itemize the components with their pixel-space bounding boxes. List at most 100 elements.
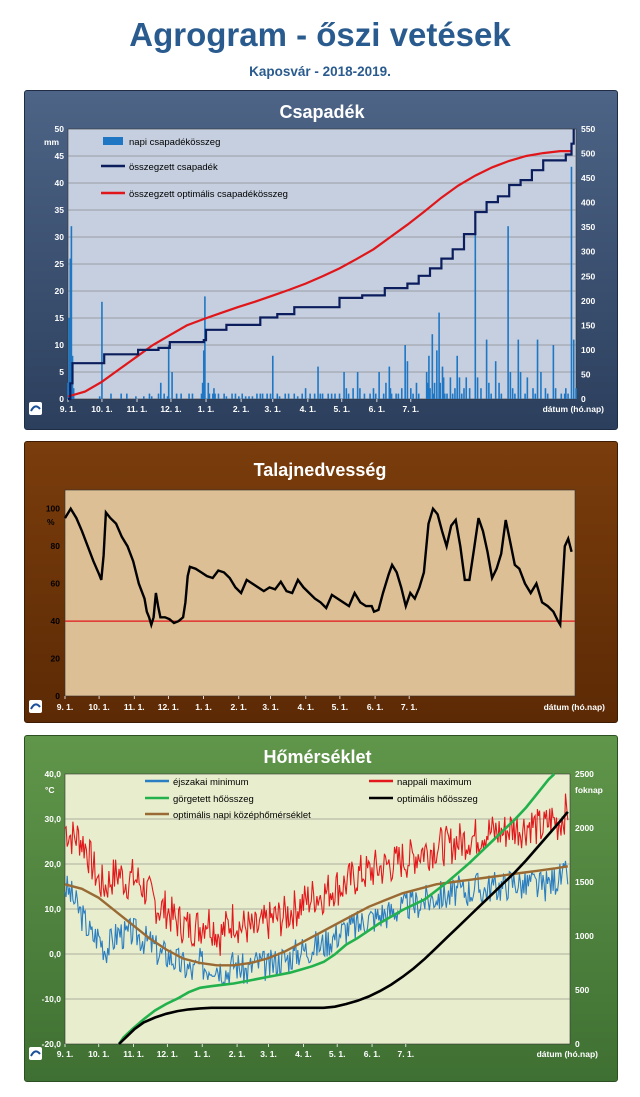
- y-tick-label: 50: [55, 124, 65, 134]
- optimal-sum-line: [118, 810, 569, 1045]
- precip-bar: [251, 396, 254, 399]
- precip-bar: [68, 318, 70, 399]
- precip-bar: [150, 396, 153, 399]
- precip-bar: [208, 393, 211, 399]
- logo-background: [29, 402, 42, 415]
- x-tick-label: 9. 1.: [57, 702, 74, 712]
- precip-bar: [500, 393, 503, 399]
- precip-bar: [110, 393, 112, 399]
- precip-bar: [238, 396, 240, 399]
- precip-bar: [389, 388, 392, 399]
- precip-bar: [454, 388, 456, 399]
- y2-tick-label: 2000: [575, 823, 594, 833]
- y-tick-label: 40: [51, 616, 61, 626]
- omsz-logo: [29, 402, 42, 415]
- x-tick-label: 5. 1.: [334, 404, 351, 414]
- precip-bar: [517, 339, 520, 399]
- y-tick-label: 35: [55, 205, 65, 215]
- precip-bar: [417, 393, 420, 399]
- precip-bar: [563, 393, 566, 399]
- precip-bar: [485, 339, 488, 399]
- precip-bar: [526, 377, 529, 399]
- precip-bar: [397, 393, 400, 399]
- precip-bar: [213, 388, 215, 399]
- precip-bar: [436, 350, 438, 399]
- precip-bar: [143, 396, 145, 399]
- precip-bar: [463, 388, 465, 399]
- precip-bar: [67, 382, 69, 399]
- cumulative-precip-line: [68, 129, 575, 401]
- precip-bar: [202, 350, 205, 399]
- x-tick-label: 3. 1.: [262, 702, 279, 712]
- precip-bar: [359, 388, 361, 399]
- y2-tick-label: 400: [581, 198, 595, 208]
- precip-bar: [241, 393, 244, 399]
- legend-label: nappali maximum: [397, 777, 472, 788]
- precip-bar: [148, 393, 151, 399]
- y-tick-label: 0,0: [49, 949, 61, 959]
- precip-bar: [248, 396, 250, 399]
- precip-bar: [519, 372, 522, 399]
- precip-bar: [415, 382, 418, 399]
- precip-bar: [321, 393, 324, 399]
- y2-tick-label: 0: [575, 1039, 580, 1049]
- precip-bar: [244, 396, 247, 399]
- precip-bar: [544, 388, 547, 399]
- precip-bar: [432, 393, 435, 399]
- precip-bar: [494, 361, 497, 399]
- soil-moisture-chart: Talajnedvesség 0 20 40 60 80 100% 9. 1. 10. 1. 11…: [29, 460, 605, 713]
- y2-tick-label: 0: [581, 394, 586, 404]
- chart-title: Hőmérséklet: [263, 747, 371, 767]
- x-tick-label: 11. 1.: [124, 702, 145, 712]
- x-tick-label: 10. 1.: [88, 1049, 109, 1059]
- legend-label: görgetett hőösszeg: [173, 794, 254, 805]
- y-tick-label: 5: [59, 367, 64, 377]
- precip-bar: [536, 339, 539, 399]
- precip-bar: [338, 393, 341, 399]
- precip-bar: [412, 393, 414, 399]
- x-tick-label: 6. 1.: [369, 404, 386, 414]
- y2-tick-label: 450: [581, 173, 595, 183]
- x-tick-label: 7. 1.: [403, 404, 420, 414]
- precip-bar: [256, 393, 258, 399]
- chart-title: Csapadék: [279, 102, 365, 122]
- y-tick-label: 100: [46, 504, 60, 514]
- x-tick-label: 9. 1.: [57, 1049, 74, 1059]
- x-tick-label: 2. 1.: [231, 702, 248, 712]
- y-tick-label: -10,0: [42, 994, 62, 1004]
- precip-bar: [410, 388, 412, 399]
- y-axis-label: °C: [45, 785, 55, 795]
- precip-bar: [465, 377, 468, 399]
- daily-max-line: [64, 793, 569, 956]
- y2-tick-label: 50: [581, 369, 591, 379]
- y-tick-label: 25: [55, 259, 65, 269]
- logo-mark: [30, 405, 41, 412]
- precip-bar: [98, 396, 101, 399]
- y-tick-label: 45: [55, 151, 65, 161]
- precip-bar: [319, 393, 322, 399]
- x-tick-label: 11. 1.: [127, 404, 148, 414]
- precip-bar: [385, 382, 387, 399]
- y-tick-label: 40: [55, 178, 65, 188]
- precip-bar: [425, 372, 428, 399]
- precip-bar: [163, 393, 165, 399]
- y2-tick-label: 200: [581, 296, 595, 306]
- y-tick-label: 30: [55, 232, 65, 242]
- precip-bar: [287, 393, 290, 399]
- x-axis-label: dátum (hó.nap): [537, 1049, 599, 1059]
- y-tick-label: 80: [51, 541, 61, 551]
- precip-bar: [363, 393, 366, 399]
- precip-bar: [442, 377, 445, 399]
- precip-bar: [188, 393, 190, 399]
- x-tick-label: 1. 1.: [195, 702, 212, 712]
- precip-bar: [546, 393, 549, 399]
- soil-moisture-line: [63, 506, 573, 629]
- precip-bar: [404, 345, 406, 399]
- precip-bar: [514, 393, 516, 399]
- precip-bar: [428, 355, 430, 399]
- precip-bar: [429, 388, 431, 399]
- omsz-logo: [29, 1047, 42, 1060]
- precip-bar: [560, 393, 563, 399]
- x-tick-label: 4. 1.: [295, 1049, 312, 1059]
- y2-tick-label: 1000: [575, 931, 594, 941]
